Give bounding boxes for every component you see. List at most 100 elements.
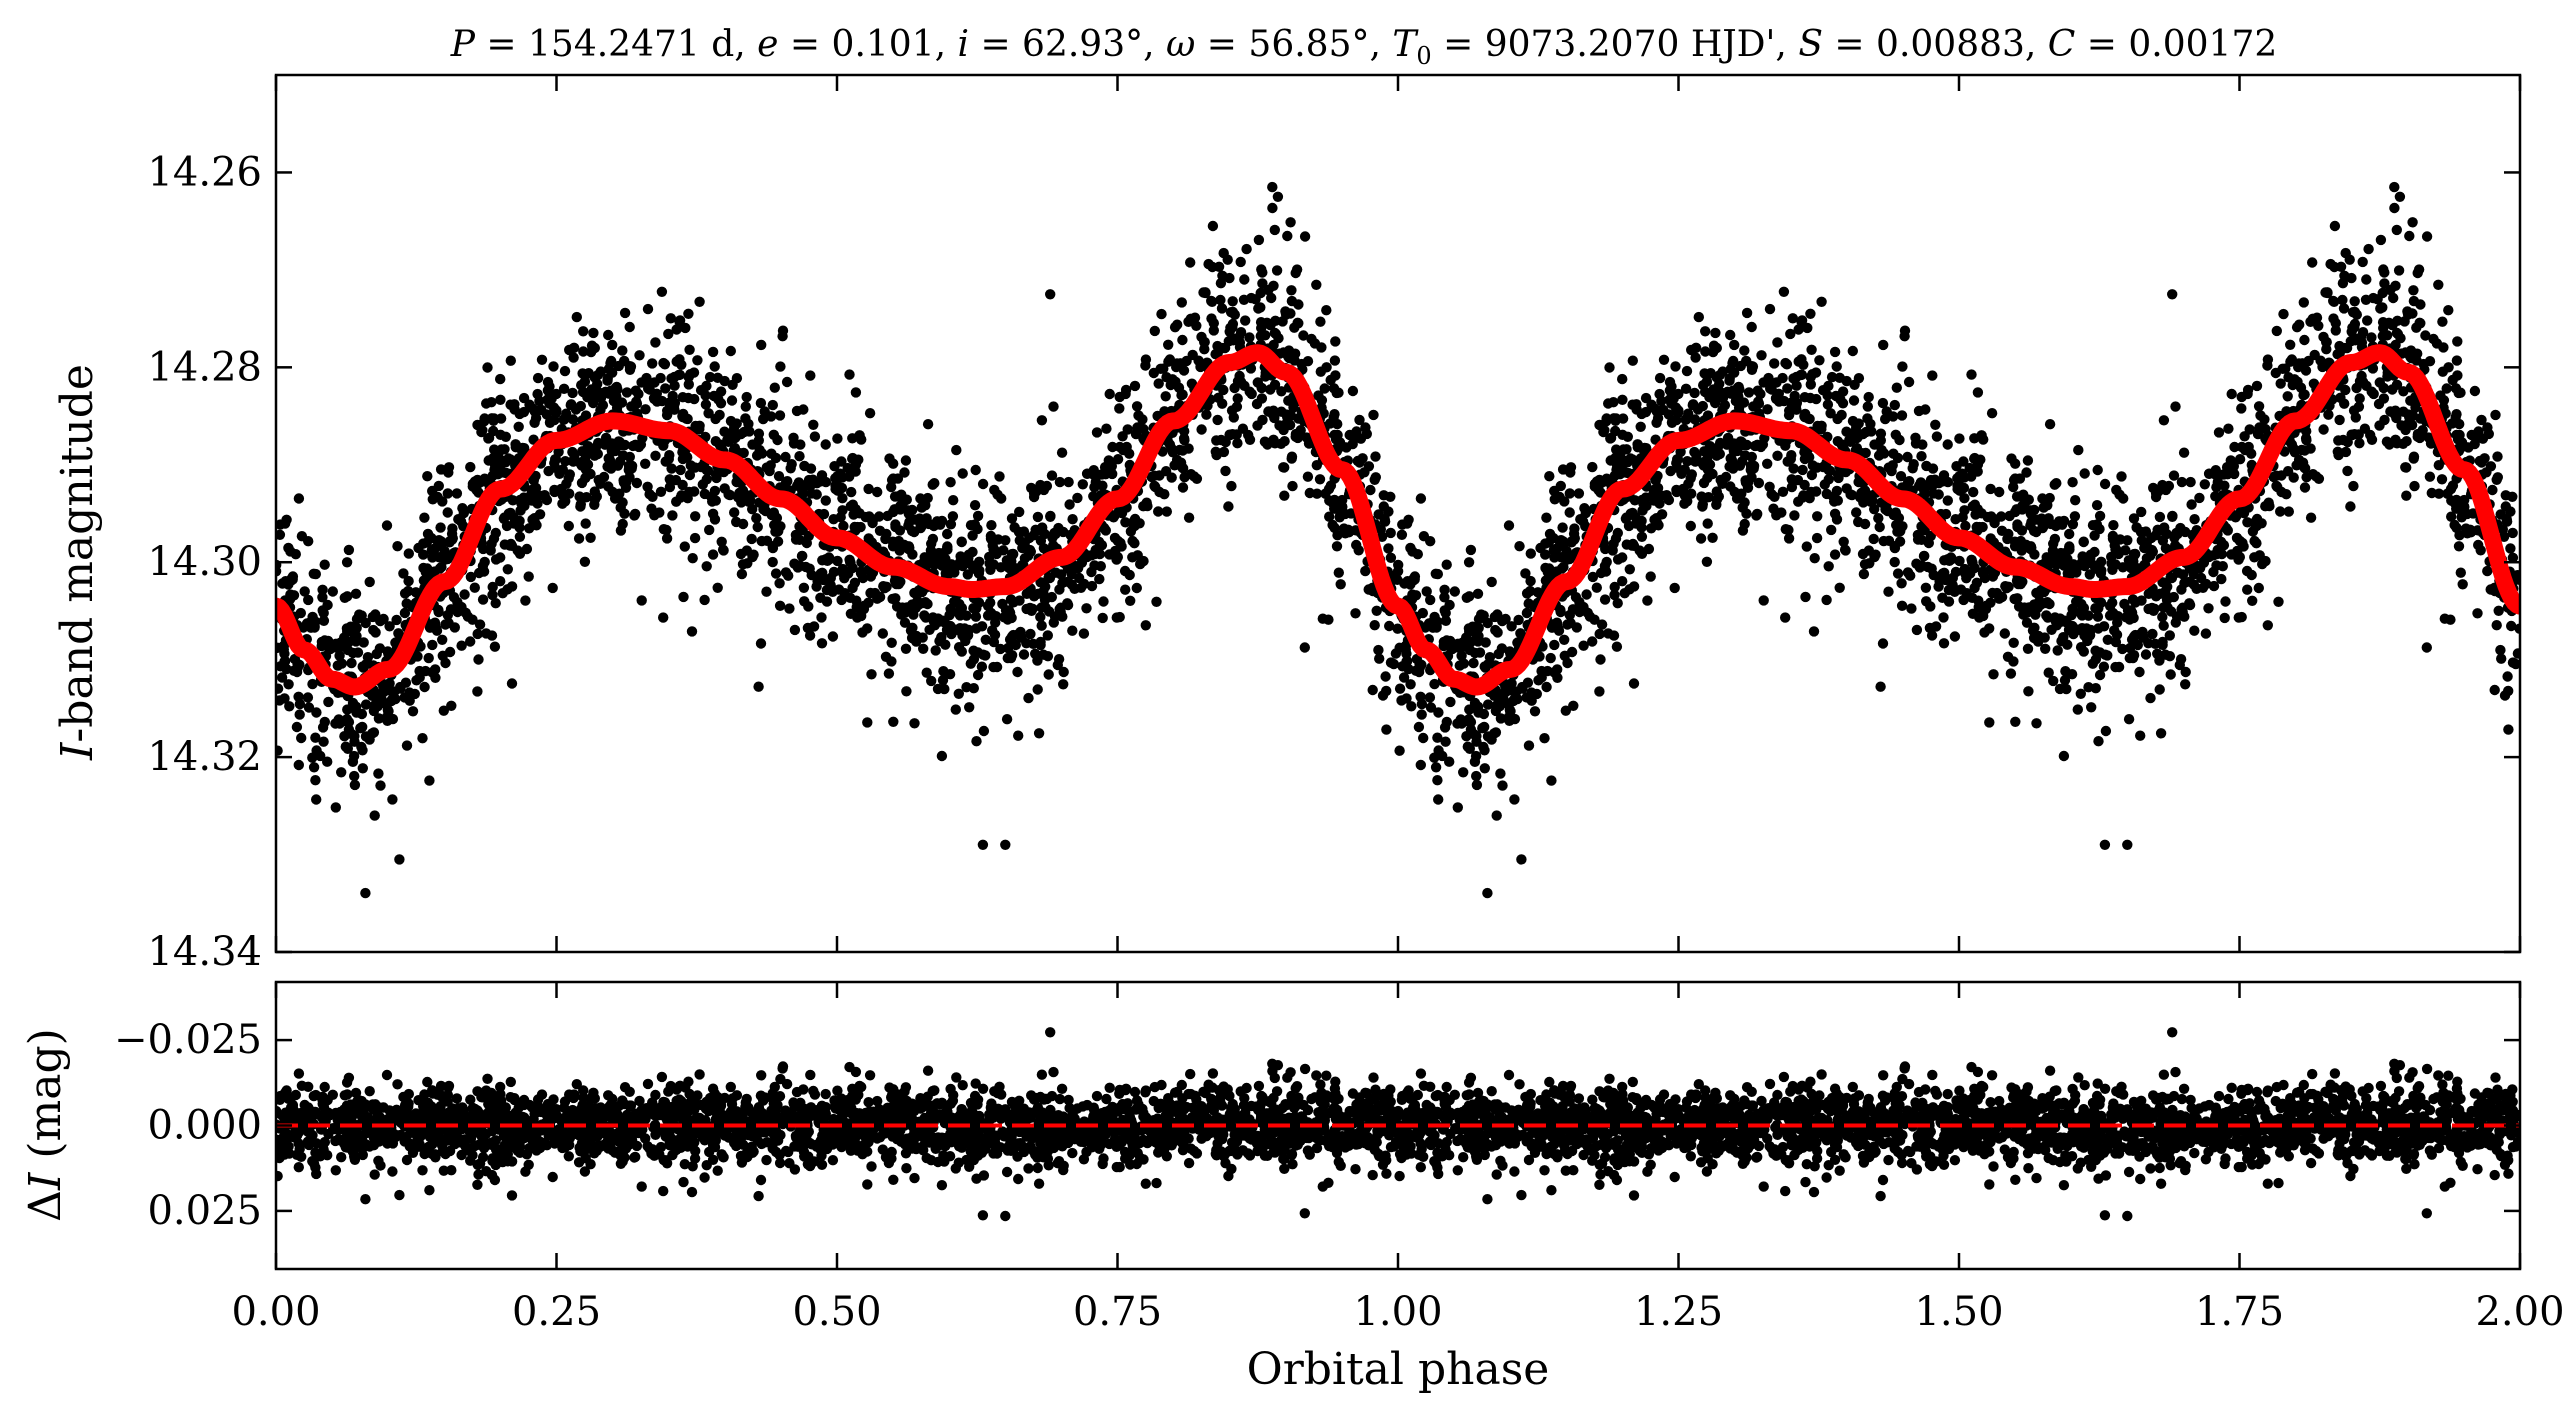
data-point	[1226, 405, 1238, 416]
data-point	[2242, 584, 2253, 595]
data-point	[2199, 479, 2210, 490]
data-point	[1350, 608, 1361, 619]
data-point	[732, 492, 744, 503]
data-point	[367, 690, 378, 701]
data-point	[1208, 325, 1220, 336]
data-point	[1875, 435, 1887, 446]
data-point	[1381, 724, 1392, 735]
data-point	[998, 545, 1009, 556]
data-point	[2485, 461, 2497, 472]
data-point	[1046, 470, 1058, 481]
data-point	[1886, 465, 1897, 477]
data-point	[435, 522, 446, 533]
data-point	[1920, 582, 1932, 593]
data-point	[1111, 554, 1122, 565]
data-point	[2251, 380, 2263, 392]
data-point	[1167, 447, 1179, 458]
data-point	[1577, 516, 1589, 527]
data-point	[2073, 444, 2084, 456]
data-point	[1200, 287, 1211, 299]
data-point	[1332, 418, 1343, 430]
data-point	[1007, 549, 1018, 560]
data-point	[2049, 533, 2061, 545]
data-point	[644, 384, 655, 395]
data-point	[2307, 469, 2319, 480]
data-point	[1165, 379, 1176, 391]
data-point	[1979, 627, 1990, 638]
data-point	[791, 405, 803, 417]
data-point	[689, 486, 700, 497]
data-point	[704, 371, 716, 383]
data-point	[1311, 460, 1323, 471]
data-point	[1449, 586, 1461, 597]
data-point	[2180, 679, 2191, 690]
data-point	[319, 559, 330, 570]
data-point	[1267, 202, 1278, 214]
data-point	[707, 496, 718, 507]
data-point	[1195, 361, 1206, 373]
data-point	[1402, 655, 1413, 667]
data-point	[735, 548, 747, 560]
data-point	[493, 448, 504, 459]
data-point	[507, 495, 519, 506]
data-point	[483, 455, 494, 466]
data-point	[746, 533, 757, 545]
data-point	[849, 521, 860, 533]
data-point	[804, 630, 816, 641]
data-point	[588, 327, 599, 339]
data-point	[978, 725, 990, 737]
data-point	[731, 418, 742, 429]
data-point	[2249, 535, 2260, 547]
data-point	[2273, 596, 2284, 607]
data-point	[1292, 317, 1303, 328]
data-point	[614, 456, 626, 467]
data-point	[290, 549, 301, 560]
data-point	[2246, 569, 2257, 581]
data-point	[481, 628, 492, 639]
data-point	[1729, 339, 1740, 351]
data-point	[336, 767, 347, 778]
data-point	[1163, 339, 1174, 350]
data-point	[2424, 471, 2436, 482]
data-point	[589, 499, 600, 510]
data-point	[2075, 642, 2087, 653]
data-point	[1780, 612, 1791, 623]
data-point	[1619, 588, 1630, 599]
data-point	[319, 716, 330, 728]
data-point	[2154, 511, 2166, 523]
data-point	[351, 613, 363, 625]
data-point	[1129, 380, 1141, 392]
data-point	[2008, 637, 2019, 648]
data-point	[846, 486, 857, 498]
data-point	[1921, 596, 1932, 607]
data-point	[2226, 388, 2237, 400]
data-point	[1324, 511, 1335, 522]
data-point	[1378, 490, 1390, 501]
data-point	[1290, 431, 1301, 442]
data-point	[1883, 586, 1894, 597]
data-point	[1363, 584, 1374, 595]
data-point	[1612, 554, 1624, 565]
data-point	[1413, 666, 1425, 678]
data-point	[1038, 484, 1050, 496]
data-point	[457, 503, 468, 514]
data-point	[1831, 485, 1843, 497]
data-point	[1778, 286, 1790, 297]
data-point	[495, 373, 506, 385]
data-point	[1768, 503, 1779, 514]
data-point	[430, 672, 441, 683]
data-point	[2185, 476, 2196, 488]
data-point	[317, 584, 328, 595]
data-point	[2453, 541, 2465, 552]
data-point	[1140, 620, 1152, 631]
data-point	[2288, 472, 2299, 483]
data-point	[2016, 545, 2027, 556]
data-point	[1555, 535, 1567, 546]
data-point	[1392, 623, 1403, 634]
data-point	[2127, 652, 2139, 664]
data-point	[794, 451, 805, 462]
data-point	[1013, 526, 1025, 538]
data-point	[1766, 384, 1777, 395]
data-point	[1800, 591, 1811, 603]
data-point	[1178, 365, 1190, 376]
